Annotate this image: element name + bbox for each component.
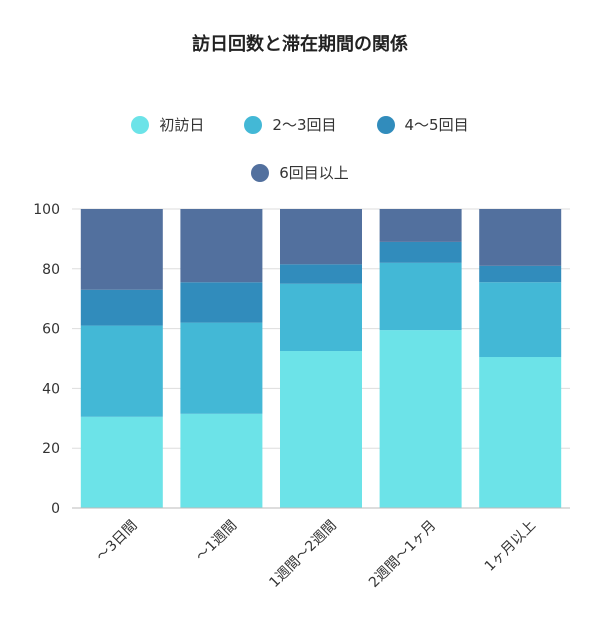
legend-swatch-2-3-visits [244,115,263,134]
bar-segment-0-0 [80,416,163,508]
bar-segment-3-1 [379,262,462,331]
bar-segment-3-2 [379,241,462,263]
legend-row-2: 6回目以上 [0,162,600,183]
bar-segment-4-2 [479,265,562,283]
bar-segment-1-0 [180,413,263,508]
bar-segment-4-3 [479,209,562,266]
bar-segment-0-3 [80,209,163,290]
bar-segment-0-1 [80,325,163,417]
y-tick-label-80: 80 [42,262,60,278]
bar-segment-1-1 [180,322,263,414]
x-tick-label-3: 2週間〜1ヶ月 [366,518,439,591]
x-tick-label-1: 〜1週間 [193,518,240,565]
bar-segment-3-0 [379,330,462,508]
bar-segment-0-2 [80,289,163,326]
bar-segment-1-2 [180,282,263,323]
legend-item-2-3-visits[interactable]: 2〜3回目 [244,114,337,135]
bar-segment-2-0 [280,351,362,508]
legend-label-2-3-visits: 2〜3回目 [272,116,337,134]
x-tick-label-4: 1ヶ月以上 [482,518,539,575]
x-tick-label-2: 1週間〜2週間 [266,518,339,591]
y-tick-label-100: 100 [33,202,60,218]
legend-swatch-4-5-visits [376,115,395,134]
bar-segment-1-3 [180,209,263,283]
legend-row-1: 初訪日 2〜3回目 4〜5回目 [0,114,600,135]
chart-title: 訪日回数と滞在期間の関係 [192,34,408,55]
bar-segment-2-3 [280,209,362,265]
y-tick-label-20: 20 [42,441,60,457]
y-tick-label-60: 60 [42,322,60,338]
legend-label-4-5-visits: 4〜5回目 [404,116,469,134]
legend-label-first-visit: 初訪日 [159,116,205,134]
legend-item-first-visit[interactable]: 初訪日 [131,114,204,135]
legend-swatch-6-plus-visits [251,163,270,182]
legend-swatch-first-visit [131,115,150,134]
y-tick-label-0: 0 [51,501,60,517]
bar-segment-2-2 [280,264,362,284]
x-tick-label-0: 〜3日間 [93,518,140,565]
bar-segment-4-0 [479,357,562,508]
bar-segment-3-3 [379,209,462,242]
legend-item-4-5-visits[interactable]: 4〜5回目 [376,114,469,135]
y-tick-label-40: 40 [42,381,60,397]
bar-segment-4-1 [479,282,562,358]
bar-segment-2-1 [280,283,362,352]
legend-item-6-plus-visits[interactable]: 6回目以上 [251,162,349,183]
legend-label-6-plus-visits: 6回目以上 [279,164,349,182]
